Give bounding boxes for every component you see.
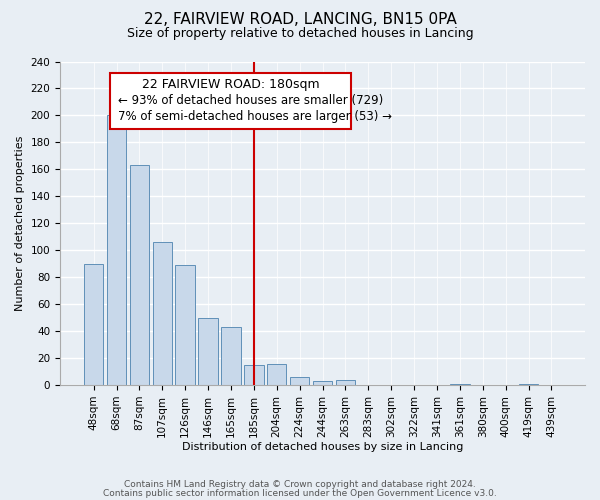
Y-axis label: Number of detached properties: Number of detached properties xyxy=(15,136,25,311)
Text: ← 93% of detached houses are smaller (729): ← 93% of detached houses are smaller (72… xyxy=(118,94,383,107)
Text: 22, FAIRVIEW ROAD, LANCING, BN15 0PA: 22, FAIRVIEW ROAD, LANCING, BN15 0PA xyxy=(143,12,457,28)
Bar xyxy=(130,166,149,385)
Bar xyxy=(450,384,470,385)
Bar xyxy=(199,318,218,385)
Text: 7% of semi-detached houses are larger (53) →: 7% of semi-detached houses are larger (5… xyxy=(118,110,392,123)
X-axis label: Distribution of detached houses by size in Lancing: Distribution of detached houses by size … xyxy=(182,442,463,452)
Bar xyxy=(519,384,538,385)
Text: Size of property relative to detached houses in Lancing: Size of property relative to detached ho… xyxy=(127,28,473,40)
Bar xyxy=(84,264,103,385)
Bar xyxy=(335,380,355,385)
Text: Contains public sector information licensed under the Open Government Licence v3: Contains public sector information licen… xyxy=(103,490,497,498)
Bar xyxy=(152,242,172,385)
Bar xyxy=(221,327,241,385)
Bar xyxy=(175,265,195,385)
FancyBboxPatch shape xyxy=(110,73,352,130)
Bar xyxy=(107,116,126,385)
Bar xyxy=(313,381,332,385)
Text: Contains HM Land Registry data © Crown copyright and database right 2024.: Contains HM Land Registry data © Crown c… xyxy=(124,480,476,489)
Text: 22 FAIRVIEW ROAD: 180sqm: 22 FAIRVIEW ROAD: 180sqm xyxy=(142,78,319,90)
Bar xyxy=(290,377,310,385)
Bar xyxy=(244,365,263,385)
Bar xyxy=(267,364,286,385)
